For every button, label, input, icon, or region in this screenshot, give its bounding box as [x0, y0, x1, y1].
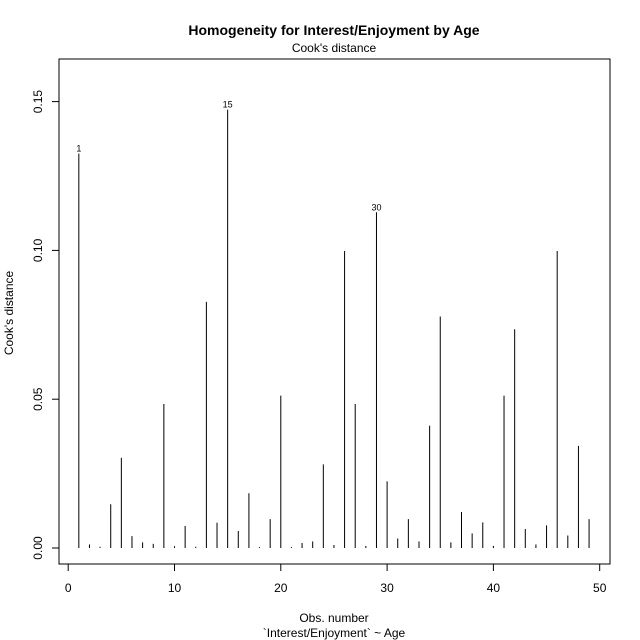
- y-axis: 0.00 0.05 0.10 0.15: [31, 90, 59, 560]
- y-tick-label: 0.00: [31, 536, 45, 560]
- y-tick-label: 0.05: [31, 387, 45, 411]
- y-tick-label: 0.15: [31, 90, 45, 114]
- x-tick-label: 50: [593, 581, 607, 595]
- x-tick-label: 0: [65, 581, 72, 595]
- point-label: 30: [371, 202, 381, 212]
- chart-title: Homogeneity for Interest/Enjoyment by Ag…: [188, 22, 479, 38]
- y-axis-label: Cook's distance: [2, 271, 16, 356]
- point-labels: 1 15 30: [76, 100, 381, 213]
- point-label: 15: [223, 100, 233, 110]
- chart-subtitle: Cook's distance: [292, 41, 377, 55]
- x-tick-label: 30: [380, 581, 394, 595]
- x-tick-label: 40: [487, 581, 501, 595]
- x-axis-sublabel: `Interest/Enjoyment` ~ Age: [263, 626, 406, 640]
- bars-group: [78, 109, 590, 548]
- y-tick-label: 0.10: [31, 238, 45, 262]
- point-label: 1: [76, 144, 81, 154]
- plot-frame: [58, 58, 611, 565]
- x-axis: 0 10 20 30 40 50: [65, 564, 607, 595]
- x-tick-label: 20: [274, 581, 288, 595]
- x-tick-label: 10: [168, 581, 182, 595]
- x-axis-label: Obs. number: [299, 611, 368, 625]
